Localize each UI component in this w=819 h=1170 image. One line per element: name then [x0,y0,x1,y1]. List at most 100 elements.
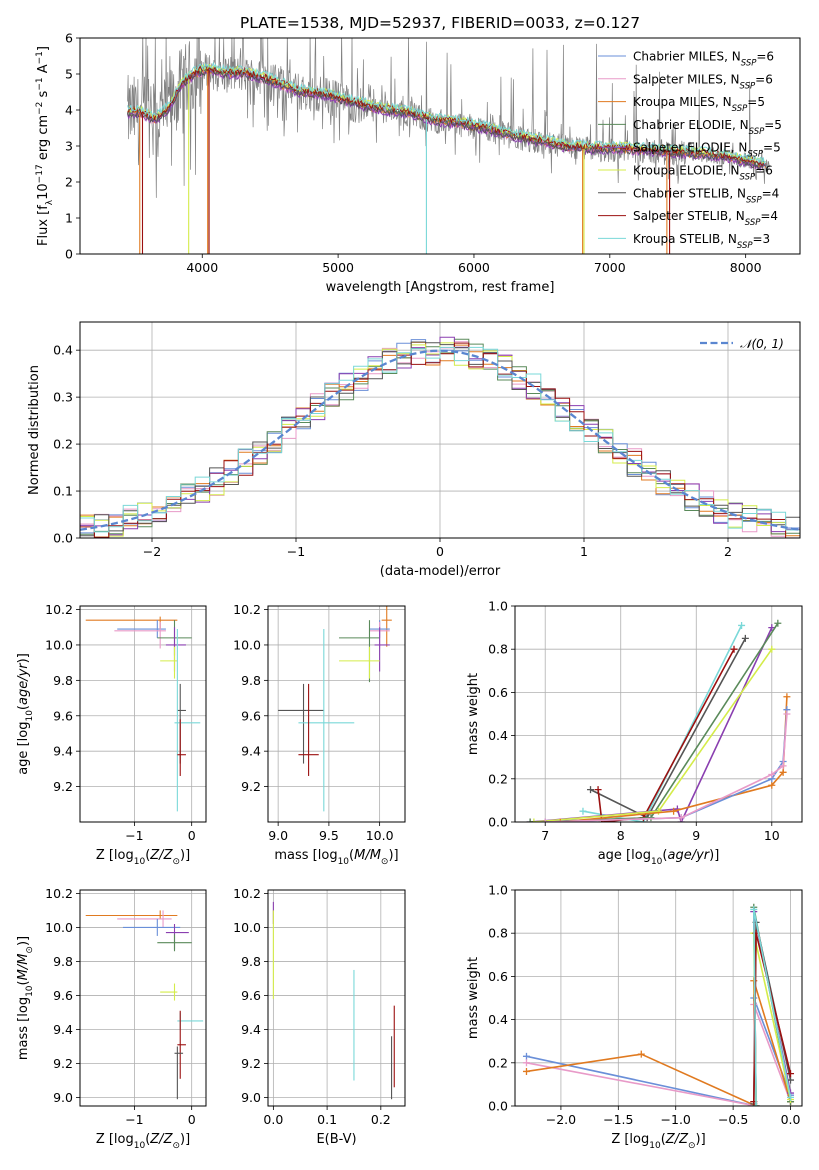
y-tick-label: 2 [65,175,73,190]
y-tick-label: 9.4 [53,744,73,759]
weight-line-0 [582,625,743,822]
y-tick-label: 9.0 [241,1090,261,1105]
weight-point [779,762,787,770]
y-tick-label: 9.6 [53,988,73,1003]
x-tick-label: 0 [188,828,196,843]
y-axis-label: age [log10(age/yr)] [16,653,35,775]
y-tick-label: 9.6 [53,708,73,723]
weight-point [556,818,564,822]
axes-frame [79,889,207,1107]
y-tick-label: 3 [65,139,73,154]
plot-area [127,38,771,254]
panel-7: −2.0 −1.5 −1.0 −0.5 0.0 0.0 0.2 0.4 0.6 0.8 1.0 Z [… [488,883,803,1151]
weight-line-8 [545,713,788,822]
plot-area [272,901,395,1100]
weight-point [787,1076,795,1084]
residual-histogram-6 [80,341,800,537]
y-tick-label: 9.4 [241,744,261,759]
y-tick-label: 10.0 [45,920,73,935]
x-tick-label: 7 [541,828,549,843]
weight-point [768,645,776,653]
x-tick-label: −2.0 [546,1112,576,1127]
x-tick-label: 0.0 [263,1112,283,1127]
x-tick-label: −1 [125,1112,143,1127]
weight-point [647,814,655,822]
x-axis-label: wavelength [Angstrom, rest frame] [326,280,555,295]
y-axis-label: mass weight [466,673,481,755]
plot-area [278,606,392,812]
y-tick-label: 9.8 [53,954,73,969]
x-tick-label: 10.0 [366,828,394,843]
y-tick-label: 0.8 [488,926,508,941]
y-tick-label: 10.2 [233,886,261,901]
x-tick-label: 0.2 [371,1112,391,1127]
y-tick-label: 5 [65,67,73,82]
y-tick-label: 0.4 [488,1012,508,1027]
model-spectrum-8 [127,61,766,165]
weight-point [768,781,776,789]
panel-5: −1 0 9.0 9.2 9.4 9.6 9.8 10.0 10.2 Z [log10(Z/Z⊙)… [45,886,207,1151]
y-tick-label: 0.8 [488,642,508,657]
weight-point [677,814,685,822]
x-axis-label: (data-model)/error [380,564,501,579]
y-tick-label: 9.8 [241,954,261,969]
x-tick-label: −1.5 [603,1112,633,1127]
y-tick-label: 10.2 [45,886,73,901]
legend-label-1: Salpeter MILES, NSSP=6 [633,72,773,91]
weight-point [637,1050,645,1058]
legend-label: 𝒩(0, 1) [740,337,784,351]
y-axis-label: Normed distribution [27,365,42,495]
y-tick-label: 0.0 [488,815,508,830]
x-tick-label: −1.0 [661,1112,691,1127]
x-axis-label: mass [log10(M/M⊙)] [274,848,398,867]
weight-point [787,1070,795,1078]
x-tick-label: 0 [436,544,444,559]
panel-1: −2 −1 0 1 2 0.0 0.1 0.2 0.3 0.4 (data-model)/error [53,321,801,579]
y-tick-label: 9.2 [241,779,261,794]
y-tick-label: 9.8 [241,673,261,688]
weight-point [579,807,587,815]
x-tick-label: 0.1 [317,1112,337,1127]
model-spectrum-4 [127,70,766,171]
x-tick-label: 1 [580,544,588,559]
plot-area [526,619,791,822]
x-tick-label: 4000 [186,260,218,275]
weight-point [522,1067,530,1075]
weight-point [594,786,602,794]
y-tick-label: 9.0 [53,1090,73,1105]
plot-area [522,903,795,1106]
legend-label-6: Chabrier STELIB, NSSP=4 [633,186,779,205]
legend: Chabrier MILES, NSSP=6 Salpeter MILES, NS… [598,50,782,251]
y-tick-label: 1.0 [488,599,508,614]
x-tick-label: −2 [143,544,161,559]
y-tick-label: 1 [65,211,73,226]
y-tick-label: 10.0 [45,637,73,652]
chart-title: PLATE=1538, MJD=52937, FIBERID=0033, z=0… [240,14,640,32]
y-tick-label: 0 [65,247,73,262]
x-tick-label: 7000 [594,260,626,275]
panel-2: −1 0 9.2 9.4 9.6 9.8 10.0 10.2 Z [log10(Z/Z⊙)] [45,602,207,867]
y-tick-label: 0.2 [488,771,508,786]
panel-0: 4000 5000 6000 7000 8000 0 1 2 3 4 5 6 wavelength [A… [65,31,801,295]
x-tick-label: −1 [287,544,305,559]
weight-point [750,905,758,913]
x-tick-label: −1 [125,828,143,843]
x-tick-label: 2 [724,544,732,559]
weight-point [768,770,776,778]
gaussian-curve [80,349,800,531]
y-tick-label: 9.8 [53,673,73,688]
panel-3: 9.0 9.5 10.0 9.2 9.4 9.6 9.8 10.0 10.2 mass [log1… [233,602,406,867]
y-tick-label: 9.6 [241,708,261,723]
x-tick-label: 0 [188,1112,196,1127]
y-tick-label: 10.0 [233,920,261,935]
weight-line-7 [545,709,788,822]
y-tick-label: 10.0 [233,637,261,652]
weight-point [779,768,787,776]
axes-frame [267,889,406,1107]
model-spectrum-6 [127,67,766,170]
y-tick-label: 9.2 [241,1056,261,1071]
weight-point [783,710,791,718]
x-axis-label: age [log10(age/yr)] [598,848,720,867]
y-tick-label: 0.4 [53,343,73,358]
